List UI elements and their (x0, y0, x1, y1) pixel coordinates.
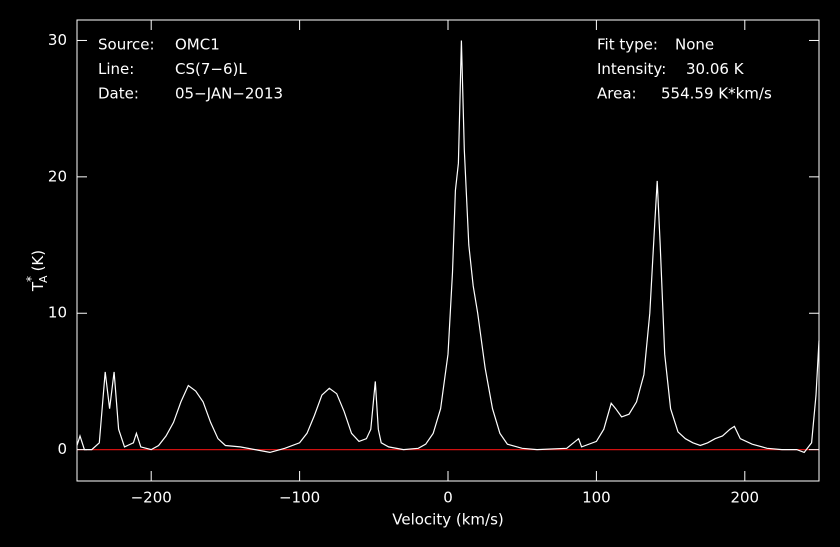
y-axis-label-unit: (K) (29, 250, 47, 272)
annotation-value: None (675, 36, 714, 54)
y-tick-label: 10 (48, 304, 67, 322)
y-tick-label: 30 (48, 31, 67, 49)
annotation-label: Date: (98, 85, 139, 103)
annotation-label: Fit type: (597, 36, 658, 54)
x-axis-label: Velocity (km/s) (392, 511, 503, 529)
y-axis-label: T*A (K) (24, 250, 51, 292)
annotation-value: 05−JAN−2013 (175, 85, 283, 103)
annotation-label: Line: (98, 60, 134, 78)
x-tick-label: −100 (279, 489, 320, 507)
spectrum-line (76, 40, 820, 454)
annotation-value: 30.06 K (686, 60, 745, 78)
annotation-value: OMC1 (175, 36, 220, 54)
annotation-value: 554.59 K*km/s (661, 85, 772, 103)
x-tick-label: 100 (582, 489, 611, 507)
annotation-value: CS(7−6)L (175, 60, 247, 78)
y-axis-label-sup: * (24, 276, 38, 282)
annotation-label: Area: (597, 85, 637, 103)
y-tick-label: 0 (57, 440, 67, 458)
y-tick-label: 20 (48, 167, 67, 185)
x-tick-label: 0 (443, 489, 453, 507)
x-tick-label: 200 (730, 489, 759, 507)
x-tick-label: −200 (131, 489, 172, 507)
y-axis-label-base: T (29, 281, 47, 292)
annotation-label: Source: (98, 36, 155, 54)
y-axis-label-sub: A (37, 275, 50, 283)
annotation-label: Intensity: (597, 60, 666, 78)
